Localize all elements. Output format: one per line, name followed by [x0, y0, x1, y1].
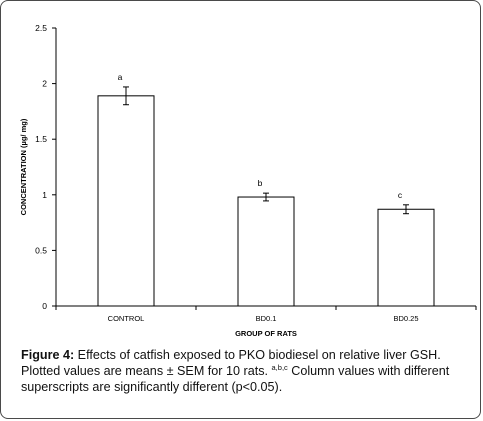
caption-text-1: Effects of catfish exposed to PKO biodie… [21, 348, 441, 378]
x-tick-label: CONTROL [108, 314, 145, 323]
y-tick-label: 2 [42, 79, 47, 89]
y-tick-label: 2.5 [35, 23, 47, 33]
significance-label: b [258, 178, 263, 188]
x-axis-title: GROUP OF RATS [235, 329, 297, 338]
x-tick-label: BD0.25 [393, 314, 418, 323]
y-tick-label: 1.5 [35, 134, 47, 144]
caption-label: Figure 4: [21, 348, 75, 362]
bar-chart: 0 0.5 1 1.5 2 2.5 a CONTROL b BD0.1 c BD0.25 GROUP O… [19, 23, 477, 338]
y-tick-label: 0.5 [35, 245, 47, 255]
bar-bd0-1 [237, 196, 295, 307]
figure-caption: Figure 4: Effects of catfish exposed to … [21, 347, 473, 395]
caption-superscripts: a,b,c [271, 363, 288, 372]
significance-label: c [398, 190, 403, 200]
caption-text-2: Column values with different superscript… [21, 364, 450, 394]
x-tick-label: BD0.1 [256, 314, 277, 323]
y-axis-title: CONCENTRATION (µg/ mg) [19, 118, 28, 215]
bar-bd0-25 [377, 208, 435, 307]
significance-label: a [118, 72, 123, 82]
bar-control [97, 95, 155, 307]
y-tick-label: 1 [42, 190, 47, 200]
y-tick-label: 0 [42, 301, 47, 311]
